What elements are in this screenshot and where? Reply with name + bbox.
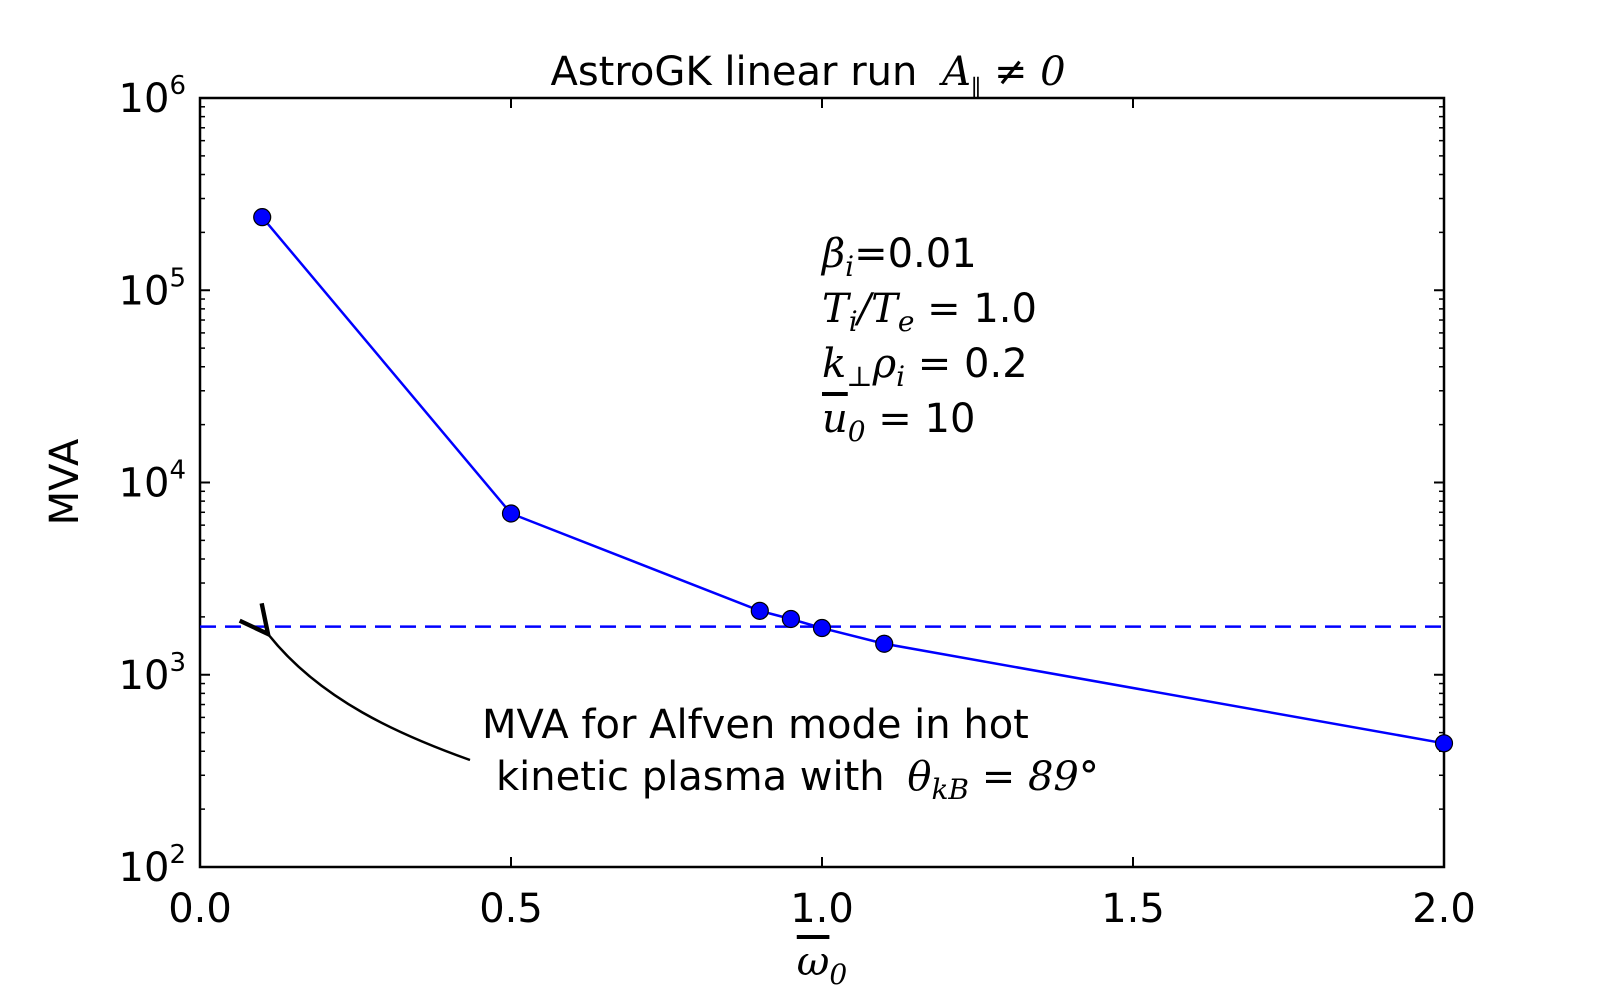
y-tick-label: 102: [119, 840, 186, 891]
x-tick-labels: 0.0 0.5 1.0 1.5 2.0: [168, 886, 1476, 932]
data-point: [750, 601, 769, 620]
axis-ticks: [199, 97, 1445, 868]
x-axis-label: ω0: [797, 939, 847, 988]
data-point: [501, 504, 521, 523]
data-point: [781, 609, 801, 629]
param-beta: βi=0.01: [820, 231, 977, 283]
y-tick-label: 104: [119, 456, 186, 507]
chart-title: AstroGK linear run A∥ ≠ 0: [550, 49, 1065, 101]
y-tick-label: 103: [119, 648, 186, 699]
param-u0: u0 = 10: [822, 396, 975, 448]
y-axis-label: MVA: [42, 438, 88, 525]
x-tick-label: 0.0: [168, 886, 232, 932]
parameters-block: βi=0.01 Ti/Te = 1.0 k⊥ρi = 0.2 u0 = 10: [820, 231, 1037, 448]
annotation-line1: MVA for Alfven mode in hot: [482, 702, 1029, 748]
annotation-line2-text: kinetic plasma with: [496, 754, 885, 800]
annotation-line2: kinetic plasma with θkB = 89°: [496, 754, 1099, 806]
annotation-arrow: [268, 634, 471, 762]
data-point: [875, 634, 894, 653]
data-point: [1434, 734, 1454, 753]
param-k-rho: k⊥ρi = 0.2: [822, 341, 1028, 393]
param-temp-ratio: Ti/Te = 1.0: [822, 286, 1037, 338]
x-tick-label: 1.0: [790, 886, 854, 932]
y-tick-labels: 102 103 104 105 106: [119, 71, 186, 891]
chart-title-math: A∥ ≠ 0: [938, 49, 1065, 101]
series-line: [261, 216, 1445, 745]
chart-title-text: AstroGK linear run: [550, 49, 917, 95]
x-tick-label: 1.5: [1101, 886, 1165, 932]
y-tick-label: 105: [119, 263, 186, 314]
data-point: [812, 618, 832, 638]
plot-frame: [198, 96, 1446, 869]
series-points: [253, 208, 1454, 753]
y-tick-label: 106: [119, 71, 186, 122]
x-tick-label: 0.5: [479, 886, 543, 932]
data-point: [253, 208, 272, 227]
x-tick-label: 2.0: [1412, 886, 1476, 932]
